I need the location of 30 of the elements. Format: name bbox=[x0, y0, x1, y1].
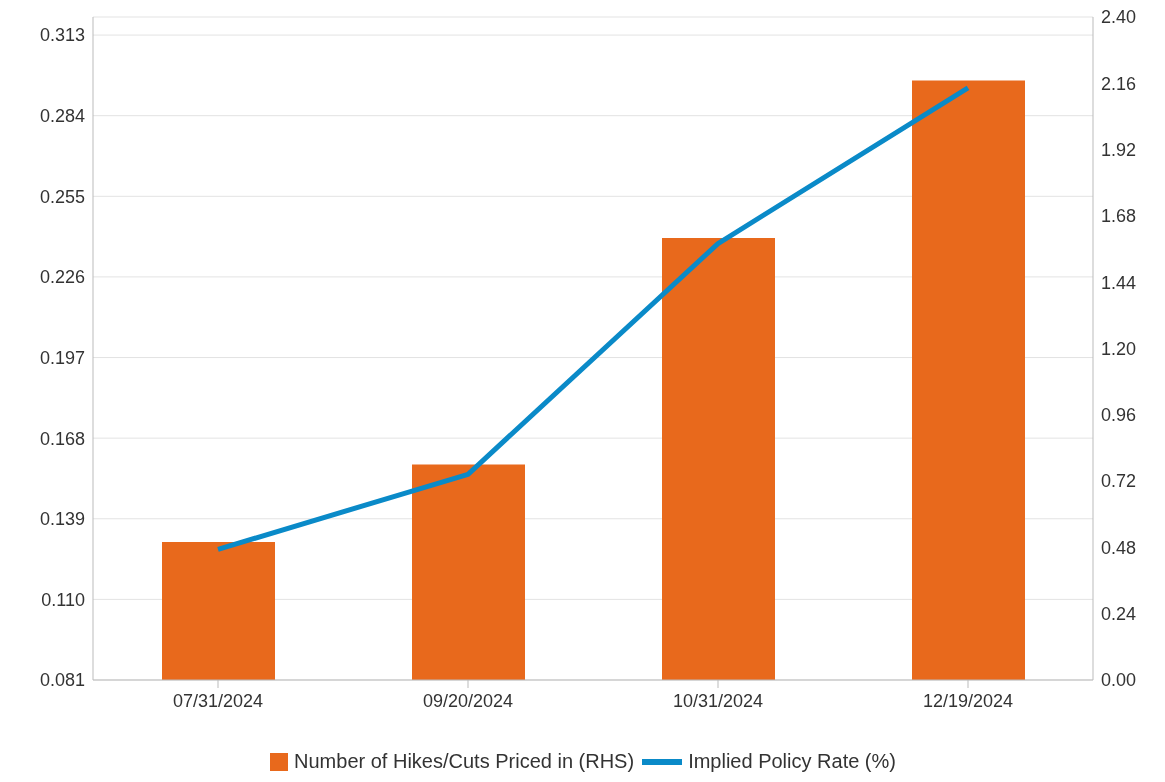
y-tick-label: 0.168 bbox=[39, 428, 85, 449]
y2-tick-label: 0.24 bbox=[1101, 604, 1137, 625]
x-tick-label: 12/19/2024 bbox=[922, 690, 1014, 711]
x-tick-label: 07/31/2024 bbox=[172, 690, 264, 711]
bar bbox=[412, 464, 525, 680]
y-tick-label: 0.284 bbox=[39, 106, 85, 127]
y2-tick-label: 1.68 bbox=[1101, 206, 1137, 227]
y-tick-label: 0.255 bbox=[39, 186, 85, 207]
y-tick-label: 0.110 bbox=[41, 589, 85, 610]
y2-tick-label: 0.72 bbox=[1101, 471, 1137, 492]
y2-tick-label: 2.16 bbox=[1101, 73, 1137, 94]
y-tick-label: 0.197 bbox=[39, 347, 85, 368]
legend-label: Number of Hikes/Cuts Priced in (RHS) bbox=[294, 750, 635, 773]
y-tick-label: 0.081 bbox=[39, 670, 85, 691]
y-tick-label: 0.226 bbox=[39, 267, 85, 288]
legend-label: Implied Policy Rate (%) bbox=[688, 750, 896, 773]
y2-tick-label: 1.92 bbox=[1101, 139, 1137, 160]
y2-tick-label: 1.44 bbox=[1101, 272, 1137, 293]
y2-tick-label: 1.20 bbox=[1101, 338, 1137, 359]
x-tick-label: 09/20/2024 bbox=[422, 690, 514, 711]
bar bbox=[662, 238, 775, 680]
bar bbox=[912, 80, 1025, 680]
x-tick-label: 10/31/2024 bbox=[672, 690, 764, 711]
bar bbox=[162, 541, 275, 680]
y2-tick-label: 0.96 bbox=[1101, 405, 1137, 426]
y-tick-label: 0.139 bbox=[39, 509, 85, 530]
y2-tick-label: 0.48 bbox=[1101, 537, 1137, 558]
y-tick-label: 0.313 bbox=[39, 25, 85, 46]
y2-tick-label: 0.00 bbox=[1101, 670, 1137, 691]
y2-tick-label: 2.40 bbox=[1101, 7, 1137, 28]
